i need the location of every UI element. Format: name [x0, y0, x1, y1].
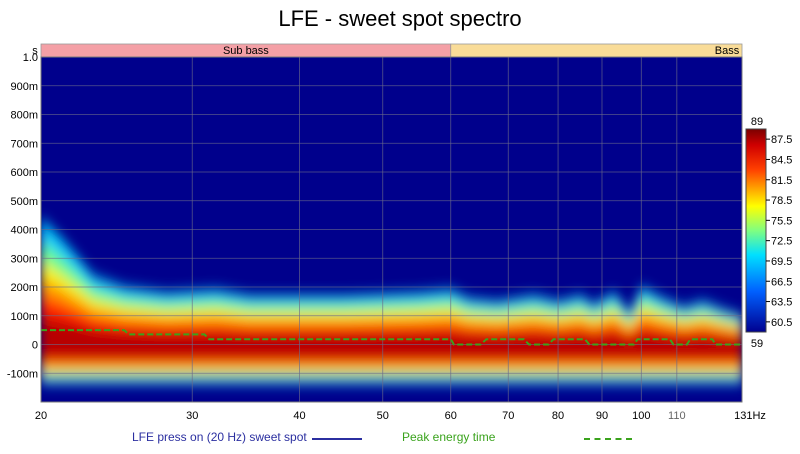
colorbar-tick-label: 81.5 — [771, 175, 792, 187]
colorbar-tick-label: 78.5 — [771, 195, 792, 207]
colorbar-tick-label: 69.5 — [771, 256, 792, 268]
legend-series-1-label: LFE press on (20 Hz) sweet spot — [132, 430, 307, 444]
x-tick-label: 30 — [186, 410, 198, 422]
legend-series-1-swatch — [312, 438, 362, 440]
legend: LFE press on (20 Hz) sweet spot Peak ene… — [0, 430, 800, 448]
frequency-bands: s Sub bass Bass — [32, 43, 743, 58]
colorbar: 89 59 87.5 84.5 81.5 78.5 75.5 72.5 69.5 66.5 63… — [745, 116, 792, 350]
colorbar-tick-label: 75.5 — [771, 215, 792, 227]
colorbar-min-label: 59 — [751, 338, 763, 350]
colorbar-max-label: 89 — [751, 116, 763, 128]
grid-lines — [41, 57, 742, 402]
x-tick-label: 110 — [668, 410, 686, 422]
band-2 — [450, 43, 743, 58]
colorbar-tick-label: 60.5 — [771, 317, 792, 329]
colorbar-tick-label: 63.5 — [771, 297, 792, 309]
x-tick-label: 60 — [445, 410, 457, 422]
band-label-2: Bass — [715, 45, 740, 57]
y-axis-ticks: 1.0 900m 800m 700m 600m 500m 400m 300m 200m 100m 0… — [7, 52, 38, 380]
y-tick-label: 200m — [10, 282, 38, 294]
x-axis-ticks: 20 30 40 50 60 70 80 90 100 110 131Hz — [35, 410, 766, 422]
y-unit-label: s — [32, 45, 38, 57]
y-tick-label: 0 — [32, 340, 38, 352]
x-tick-label: 100 — [632, 410, 650, 422]
x-tick-label: 20 — [35, 410, 47, 422]
y-tick-label: 900m — [10, 81, 38, 93]
x-tick-label: 80 — [552, 410, 564, 422]
y-tick-label: 300m — [10, 253, 38, 265]
y-tick-label: 800m — [10, 110, 38, 122]
band-label-1: Sub bass — [223, 45, 269, 57]
spectrogram-chart: s Sub bass Bass 1.0900m800m700m600m500m400… — [7, 43, 792, 422]
plot-area — [41, 57, 742, 402]
colorbar-ticks: 87.5 84.5 81.5 78.5 75.5 72.5 69.5 66.5 63.5 60.5 — [766, 134, 792, 329]
colorbar-gradient — [745, 128, 767, 333]
x-tick-label: 90 — [596, 410, 608, 422]
heatmap-layers — [41, 218, 742, 384]
x-tick-label: 50 — [377, 410, 389, 422]
colorbar-tick-label: 84.5 — [771, 154, 792, 166]
legend-series-2-swatch — [584, 438, 632, 440]
legend-series-2-label: Peak energy time — [402, 430, 496, 444]
heat-layer-dark-red — [41, 316, 742, 359]
colorbar-tick-label: 66.5 — [771, 276, 792, 288]
plot-frame — [40, 56, 743, 403]
peak-energy-layer — [41, 329, 742, 346]
x-tick-label: 40 — [293, 410, 305, 422]
y-tick-label: 500m — [10, 196, 38, 208]
y-tick-label: 1.0 — [23, 52, 38, 64]
chart-title: LFE - sweet spot spectro — [278, 6, 522, 31]
colorbar-tick-label: 87.5 — [771, 134, 792, 146]
y-tick-label: -100m — [7, 368, 38, 380]
colorbar-tick-label: 72.5 — [771, 236, 792, 248]
x-tick-label: 70 — [502, 410, 514, 422]
peak-energy-time-line — [41, 329, 742, 346]
y-tick-label: 700m — [10, 138, 38, 150]
y-tick-label: 100m — [10, 311, 38, 323]
y-tick-label: 600m — [10, 167, 38, 179]
x-tick-label: 131Hz — [734, 410, 766, 422]
y-tick-label: 400m — [10, 225, 38, 237]
